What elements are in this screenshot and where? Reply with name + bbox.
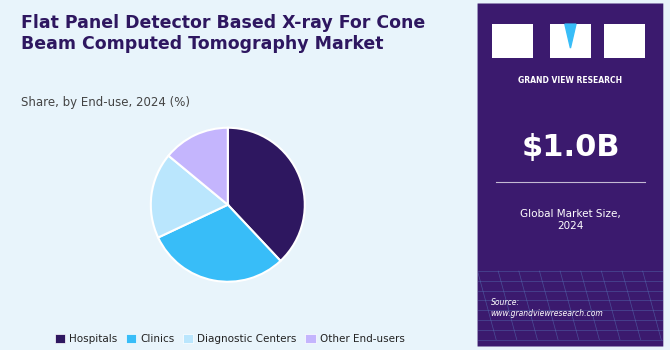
Wedge shape — [228, 128, 305, 261]
FancyBboxPatch shape — [478, 4, 663, 346]
FancyBboxPatch shape — [604, 24, 645, 58]
FancyBboxPatch shape — [550, 24, 591, 58]
Text: Flat Panel Detector Based X-ray For Cone
Beam Computed Tomography Market: Flat Panel Detector Based X-ray For Cone… — [21, 14, 425, 52]
Text: Global Market Size,
2024: Global Market Size, 2024 — [520, 209, 621, 231]
Wedge shape — [151, 156, 228, 238]
Text: Share, by End-use, 2024 (%): Share, by End-use, 2024 (%) — [21, 96, 190, 109]
Text: $1.0B: $1.0B — [521, 133, 620, 162]
Polygon shape — [565, 24, 576, 48]
Wedge shape — [168, 128, 228, 205]
Wedge shape — [158, 205, 281, 282]
FancyBboxPatch shape — [492, 24, 533, 58]
Legend: Hospitals, Clinics, Diagnostic Centers, Other End-users: Hospitals, Clinics, Diagnostic Centers, … — [50, 330, 409, 348]
Text: GRAND VIEW RESEARCH: GRAND VIEW RESEARCH — [519, 76, 622, 85]
Text: Source:
www.grandviewresearch.com: Source: www.grandviewresearch.com — [490, 299, 603, 318]
